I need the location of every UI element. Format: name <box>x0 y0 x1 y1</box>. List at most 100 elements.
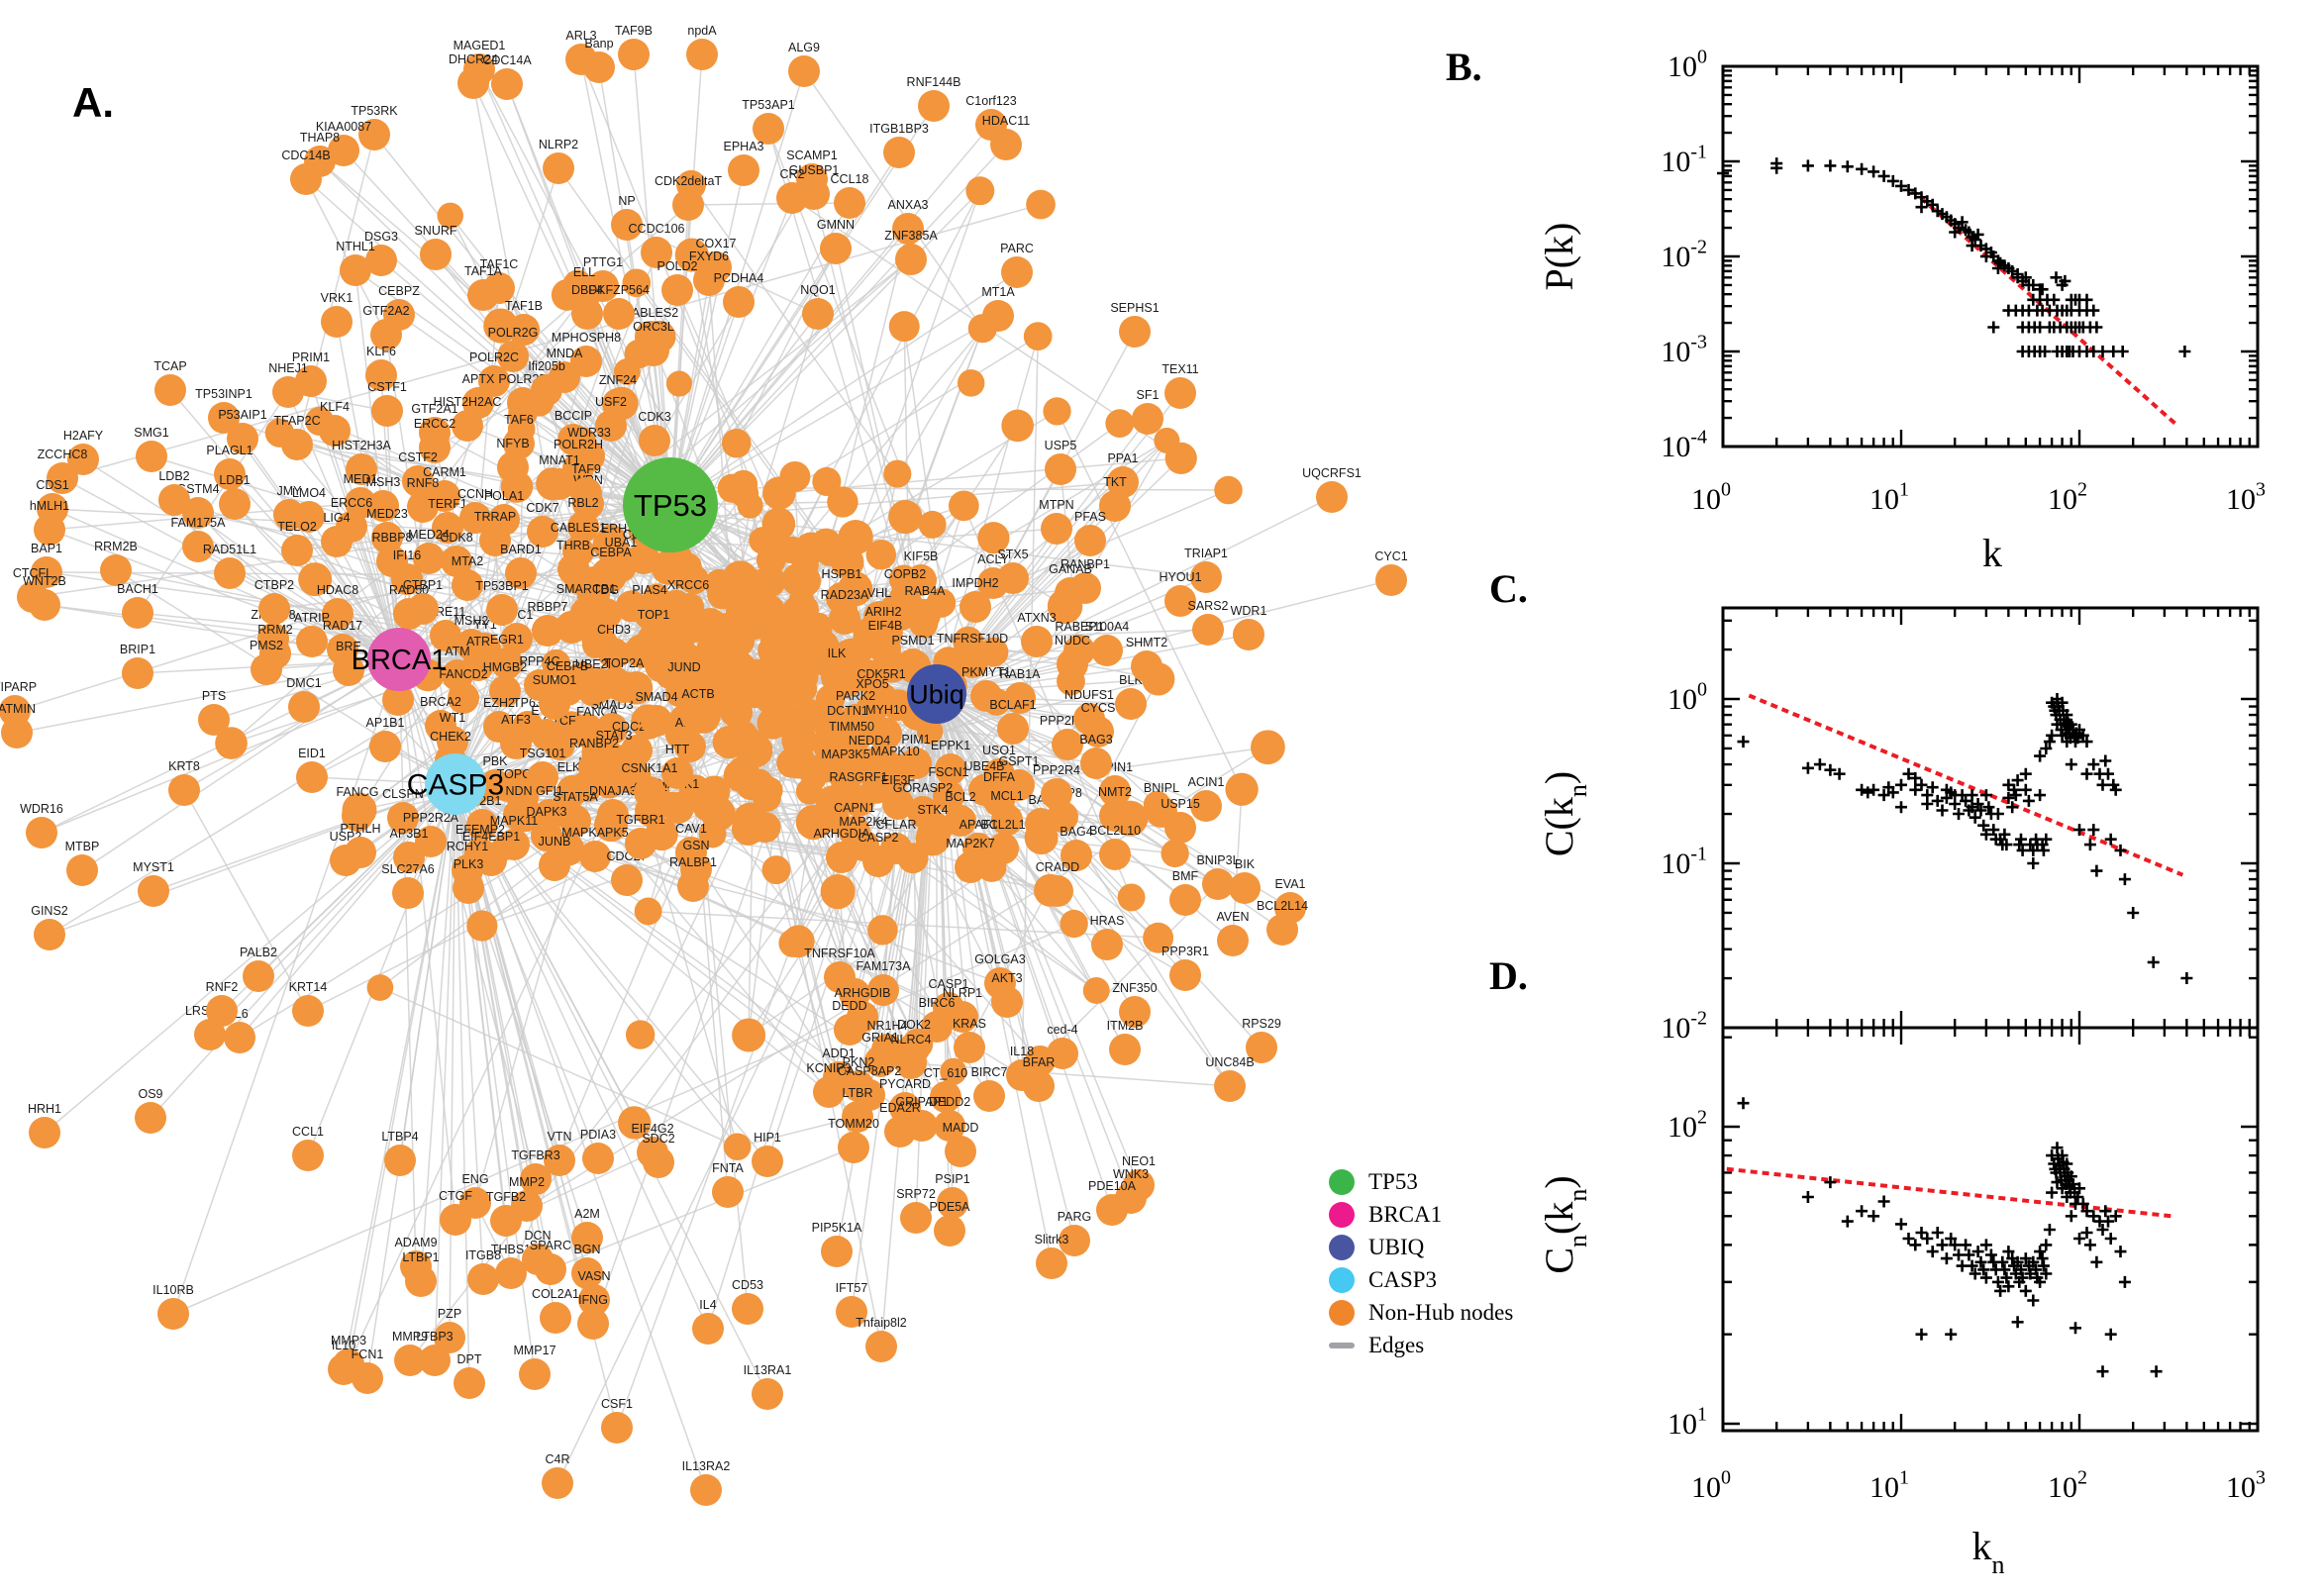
axis-ticks <box>1721 1028 2260 1431</box>
legend-item-non-hub-nodes: Non-Hub nodes <box>1329 1300 1513 1326</box>
network-node: RPS29 <box>1242 1017 1281 1063</box>
network-node: FSCN1 <box>929 765 969 812</box>
network-node: POLD2 <box>657 259 698 306</box>
network-node: TAF1A <box>464 264 503 311</box>
network-node: BGN <box>571 1243 603 1289</box>
network-node: SUMO1 <box>533 673 576 720</box>
network-node: ACTB <box>681 687 715 734</box>
network-node: TP53INP1 <box>195 387 252 434</box>
network-node: EIF3F <box>881 773 915 820</box>
network-node: TEX11 <box>1162 362 1199 409</box>
network-node: FAM173A <box>857 959 911 1006</box>
svg-text:100: 100 <box>1691 479 1731 517</box>
network-node <box>674 238 709 272</box>
network-node: PTS <box>198 689 230 736</box>
network-node: DBF4 <box>571 283 603 330</box>
legend-label: UBIQ <box>1368 1235 1425 1259</box>
network-node <box>1251 730 1285 765</box>
network-node: IMPDH2 <box>952 576 999 623</box>
network-node: RBBP7 <box>528 600 568 647</box>
network-node: BFAR <box>1023 1055 1055 1102</box>
svg-text:SCAMP1: SCAMP1 <box>786 149 837 162</box>
network-node: KLF4 <box>319 400 351 447</box>
network-node <box>795 777 823 805</box>
svg-text:RNF8: RNF8 <box>407 476 440 490</box>
network-node: LDB1 <box>219 473 251 520</box>
svg-text:ALG9: ALG9 <box>788 41 820 54</box>
network-node: BCL2L1 <box>980 818 1026 864</box>
network-node <box>679 564 709 595</box>
network-node: PDIA3 <box>580 1128 616 1174</box>
network-node: STAT5A <box>553 790 598 837</box>
network-hub-tp53: TP53 <box>623 457 718 552</box>
network-node: DPT <box>454 1352 485 1399</box>
svg-text:100: 100 <box>1691 1467 1731 1505</box>
svg-text:MAGED1: MAGED1 <box>454 39 506 52</box>
network-node: Tnfaip8l2 <box>856 1316 907 1362</box>
network-node: HRAS <box>1090 914 1124 960</box>
svg-text:KLF6: KLF6 <box>366 345 396 358</box>
network-node: PPP3R1 <box>1162 945 1209 991</box>
network-node: MSH3 <box>366 475 401 522</box>
network-node: TDG <box>590 583 622 630</box>
network-node: ITM2B <box>1107 1019 1143 1065</box>
network-node: PIAS4 <box>632 583 667 630</box>
network-node: CDC14B <box>281 149 331 195</box>
network-node: PSIP1 <box>935 1172 970 1219</box>
svg-text:NHEJ1: NHEJ1 <box>268 361 308 375</box>
network-node <box>1143 922 1174 953</box>
network-node: IFI16 <box>391 549 423 595</box>
legend: TP53 BRCA1 UBIQ CASP3 Non-Hub nodes Edges <box>1329 1169 1513 1357</box>
network-node <box>848 657 876 686</box>
network-node: TKT <box>1099 475 1131 522</box>
svg-text:CABLES2: CABLES2 <box>623 306 678 320</box>
network-hub-brca1: BRCA1 <box>352 628 447 691</box>
network-node <box>698 775 731 808</box>
network-node: MADD <box>943 1121 978 1167</box>
network-node: XRCC6 <box>667 578 709 625</box>
network-node: CHD3 <box>597 623 631 669</box>
network-node: JUND <box>667 660 701 707</box>
network-node: USP5 <box>1045 439 1076 485</box>
network-node: TOP1 <box>638 608 669 654</box>
legend-item-ubiq: UBIQ <box>1329 1235 1513 1260</box>
network-node: DAPK3 <box>527 805 567 851</box>
network-node <box>721 428 752 458</box>
network-node: CDC14A <box>482 53 532 100</box>
network-node <box>776 748 806 778</box>
svg-text:ZNF385A: ZNF385A <box>884 229 938 243</box>
network-node: Banp <box>583 37 615 83</box>
network-node: RAD23A <box>821 588 869 635</box>
network-node <box>1026 189 1056 220</box>
network-node: ANXA3 <box>888 198 929 245</box>
network-node: PMS2 <box>250 639 283 685</box>
network-node: PLK3 <box>453 857 484 904</box>
network-node <box>888 311 920 343</box>
network-node <box>1225 772 1259 806</box>
network-node: NDN <box>503 784 535 831</box>
network-node: OS9 <box>135 1087 166 1134</box>
network-node <box>625 1020 656 1049</box>
network-node: EIF4EBP1 <box>462 830 520 876</box>
network-node: STK4 <box>917 803 949 849</box>
svg-text:102: 102 <box>2048 479 2087 517</box>
network-node: WNT2B <box>23 574 66 621</box>
panel-label-d: D. <box>1489 953 1528 998</box>
network-hub-ubiq: Ubiq <box>907 664 966 724</box>
network-node: BCL2L10 <box>1089 824 1141 870</box>
legend-item-edges: Edges <box>1329 1333 1513 1357</box>
svg-text:ITGB1BP3: ITGB1BP3 <box>869 122 929 136</box>
svg-text:103: 103 <box>2226 479 2266 517</box>
network-node <box>827 486 858 518</box>
network-node: IFNG <box>577 1293 609 1340</box>
svg-text:MSH3: MSH3 <box>366 475 401 489</box>
network-node: hMLH1 <box>30 499 69 546</box>
network-node: ACIN1 <box>1188 775 1224 822</box>
network-node: SARS2 <box>1188 599 1229 646</box>
network-node: BARD1 <box>500 543 542 589</box>
network-node: TGFBR1 <box>616 813 665 859</box>
legend-dot-icon <box>1329 1300 1355 1326</box>
network-node: ATMIN <box>0 702 36 748</box>
network-node: BMF <box>1169 869 1201 916</box>
